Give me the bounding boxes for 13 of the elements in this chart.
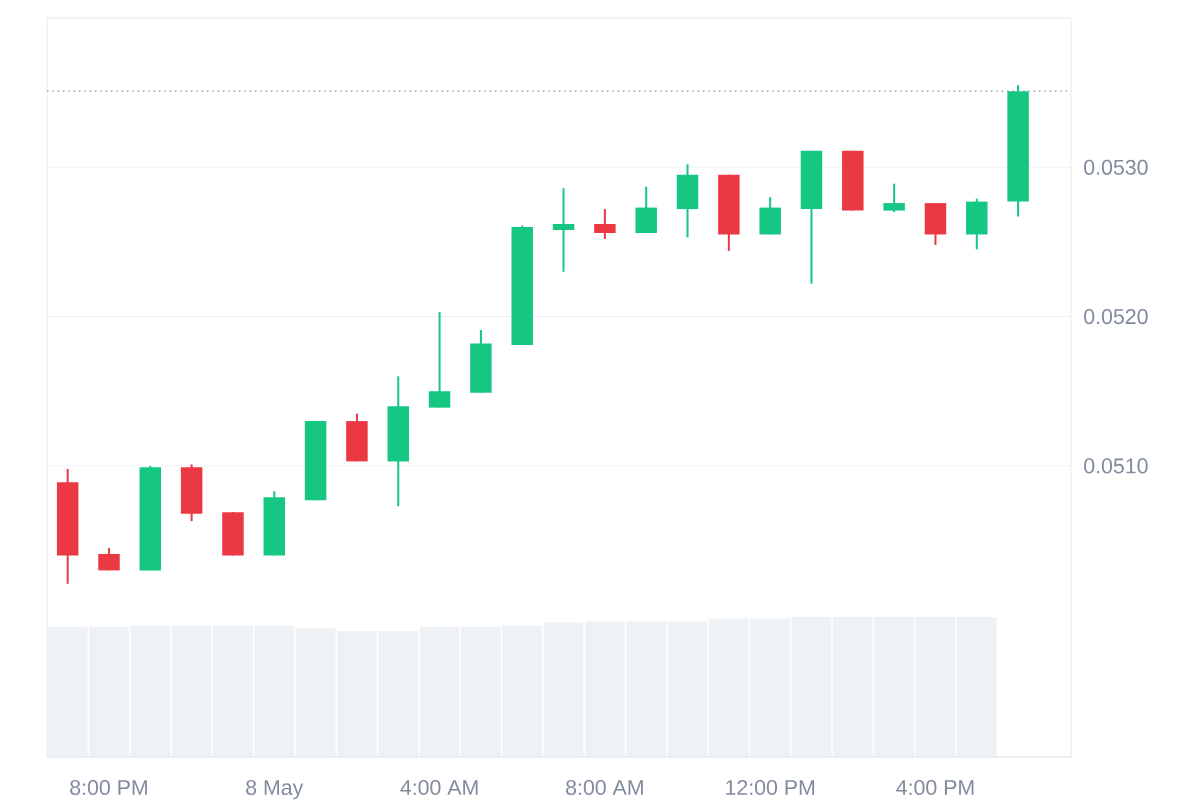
candlestick <box>883 182 905 214</box>
x-tick-label: 8:00 AM <box>566 779 643 796</box>
x-tick-label: 12:00 PM <box>726 779 815 796</box>
x-tick-label: 4:00 PM <box>896 779 974 796</box>
candlestick <box>594 208 616 240</box>
x-tick-label: 8:00 PM <box>70 779 147 796</box>
candlestick <box>428 311 451 409</box>
y-tick-label: 0.0520 <box>1084 309 1148 325</box>
candlestick <box>552 187 575 273</box>
y-tick-label: 0.0510 <box>1084 458 1148 474</box>
y-tick-label: 0.0530 <box>1084 159 1148 175</box>
x-tick-label: 8 May <box>246 779 304 800</box>
x-tick-label: 4:00 AM <box>400 779 478 796</box>
